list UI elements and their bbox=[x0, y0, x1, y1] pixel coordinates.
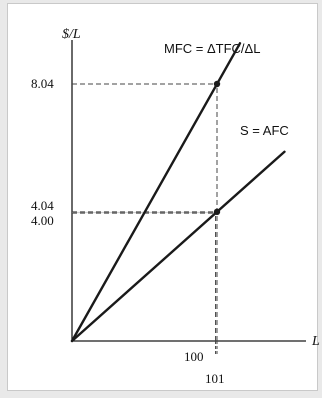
y-tick-label-4-04: 4.04 bbox=[31, 198, 54, 213]
y-tick-label-4-00: 4.00 bbox=[31, 213, 54, 228]
x-axis-label: L bbox=[311, 334, 320, 349]
chart-panel bbox=[7, 3, 318, 391]
x-tick-label-100: 100 bbox=[184, 349, 204, 364]
y-axis-label: $/L bbox=[62, 27, 81, 42]
y-tick-label-8-04: 8.04 bbox=[31, 76, 54, 91]
x-tick-label-101: 101 bbox=[205, 371, 225, 386]
data-point-0 bbox=[213, 80, 221, 88]
mfc-series-label: MFC = ΔTFC/ΔL bbox=[164, 41, 260, 56]
data-point-1 bbox=[213, 208, 221, 216]
afc-series-label: S = AFC bbox=[240, 123, 289, 138]
mfc-line bbox=[70, 42, 242, 343]
afc-supply-line bbox=[70, 150, 286, 343]
